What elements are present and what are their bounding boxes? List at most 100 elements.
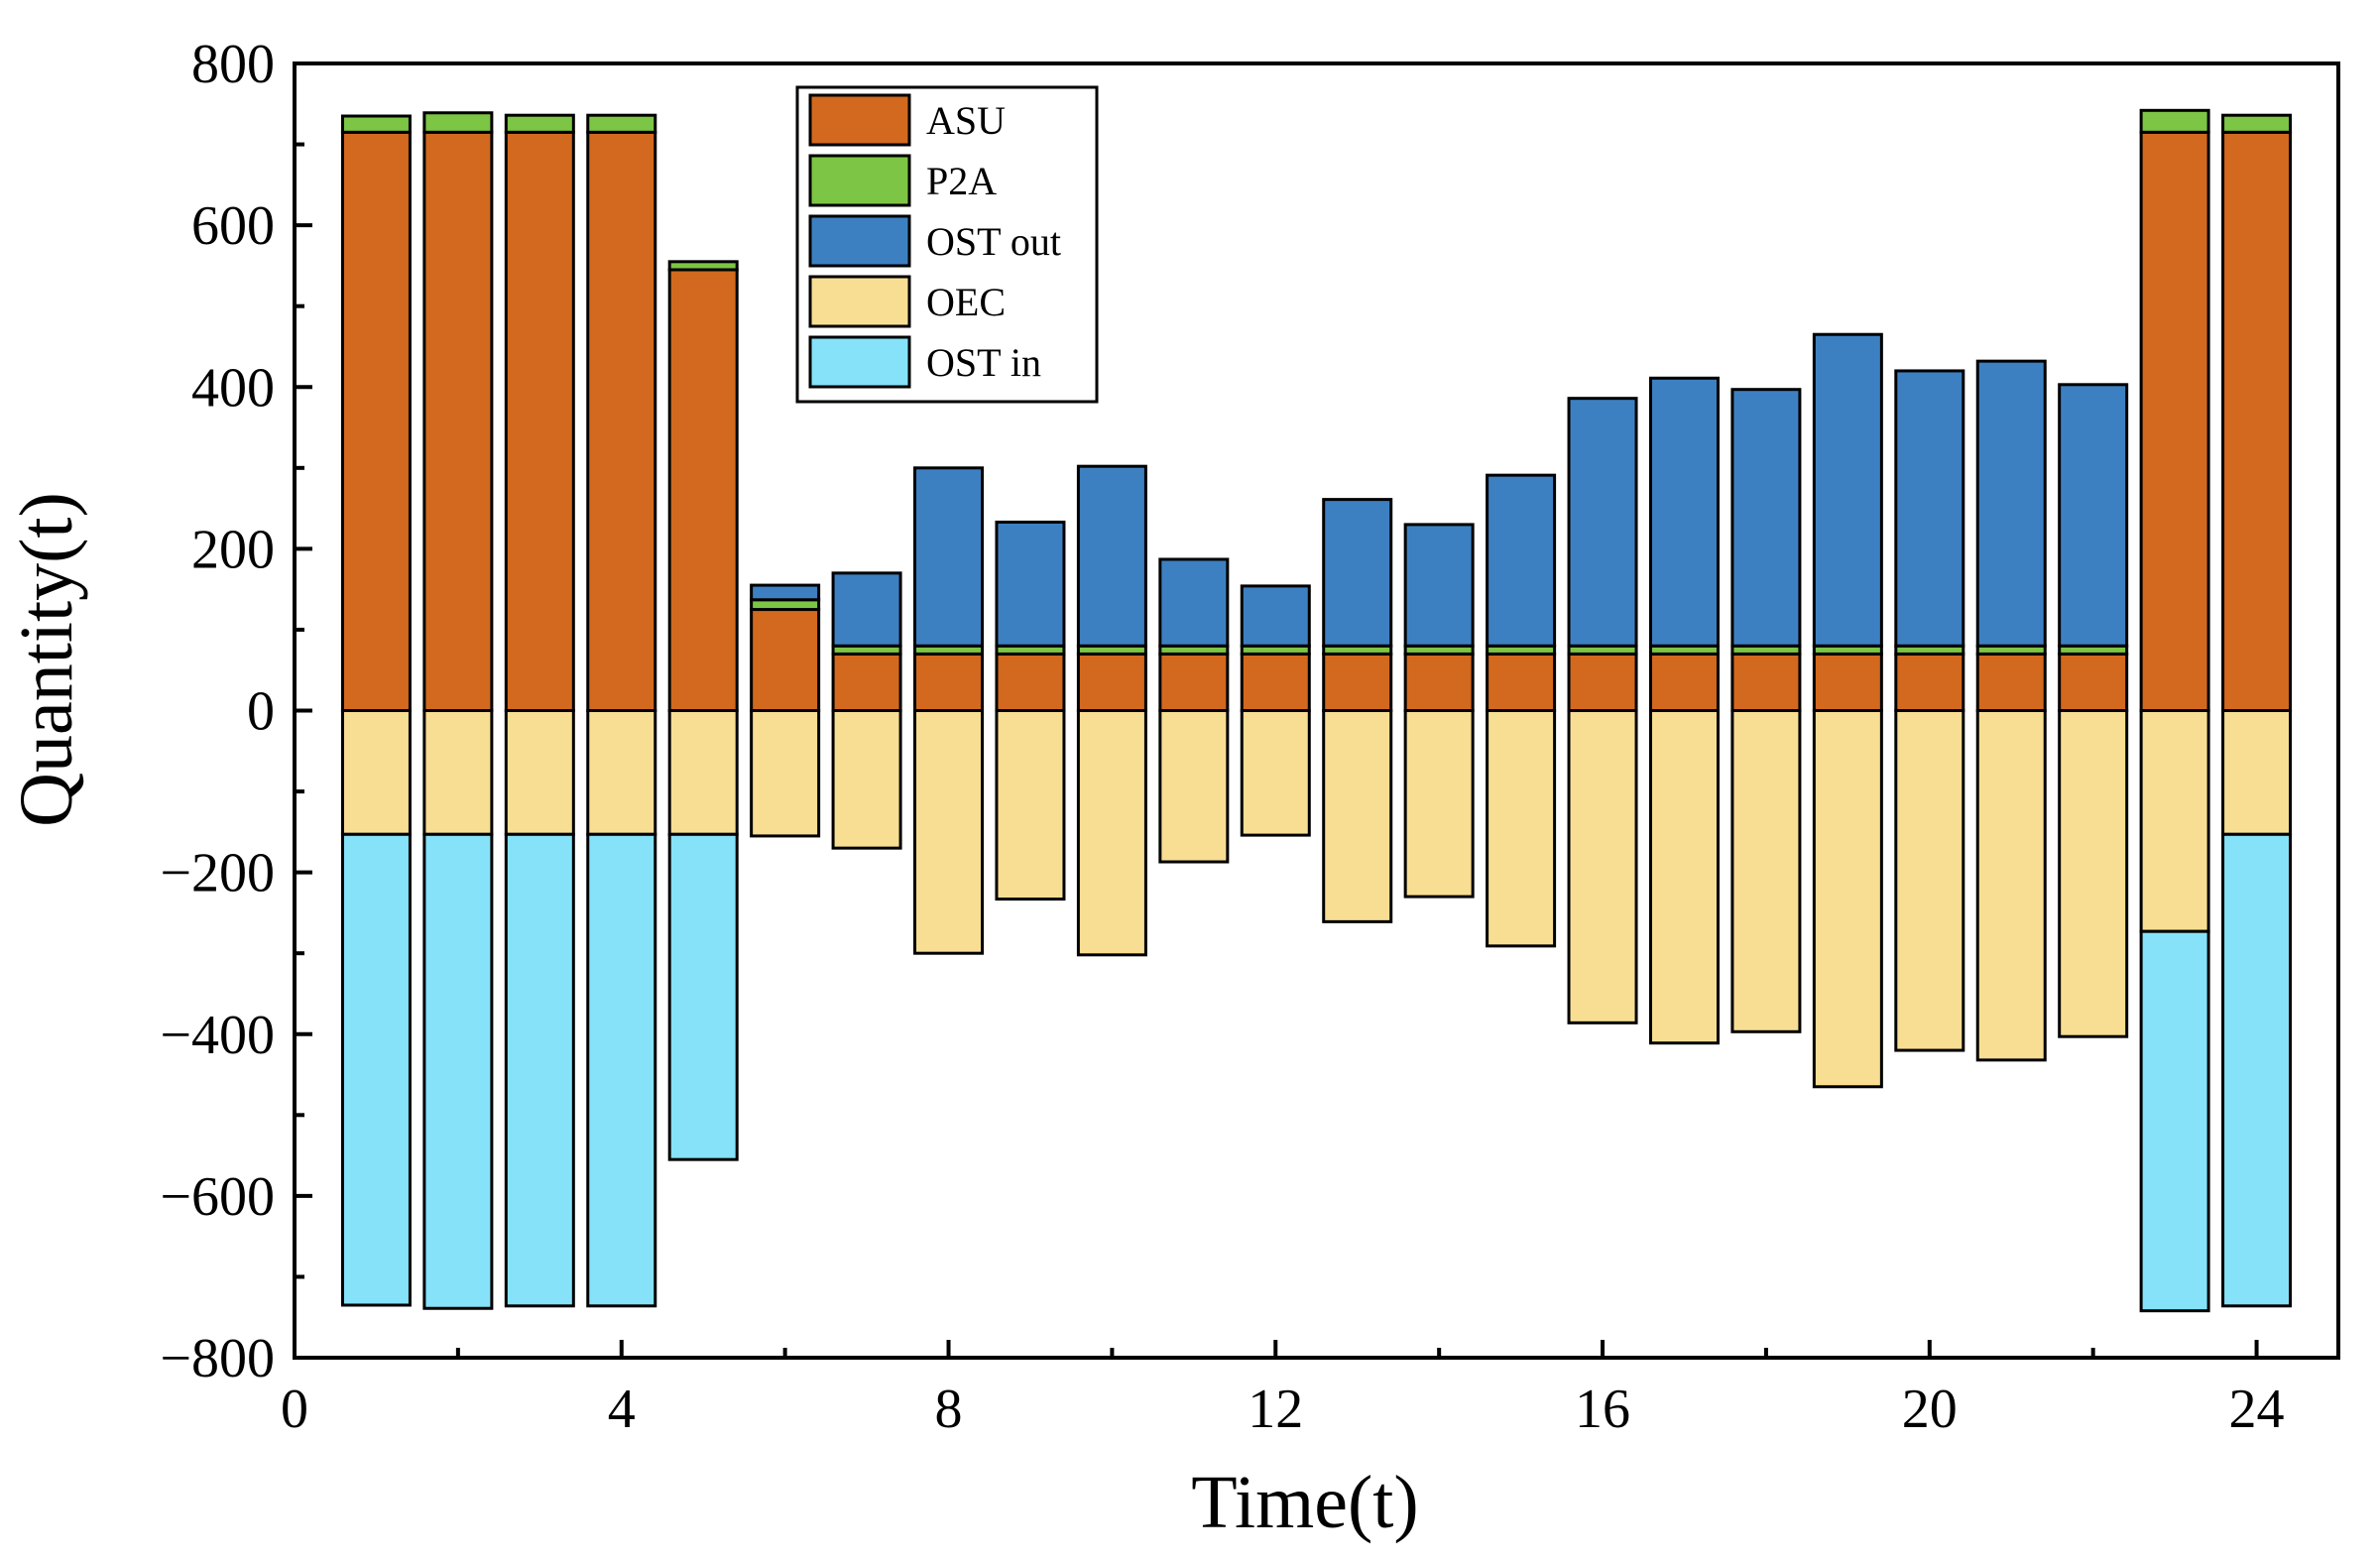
bar-oec-t17 (1648, 709, 1720, 1045)
bar-oec-t23 (2139, 709, 2210, 933)
bar-asu-t12 (1240, 652, 1311, 712)
bar-ost-out-t17 (1648, 376, 1720, 648)
bar-asu-t5 (667, 268, 739, 712)
bar-ost-out-t12 (1240, 584, 1311, 648)
legend-swatch-p2a (808, 154, 911, 207)
bar-asu-t7 (831, 652, 902, 712)
bar-ost-out-t9 (995, 520, 1066, 648)
y-tick-label: 600 (191, 195, 275, 257)
bar-ost-out-t14 (1403, 523, 1475, 648)
bar-oec-t22 (2058, 709, 2129, 1038)
legend-swatch-ost-in (808, 335, 911, 389)
x-tick-label: 8 (935, 1379, 963, 1440)
bar-ost-out-t13 (1322, 498, 1393, 648)
bar-oec-t19 (1812, 709, 1883, 1089)
bar-asu-t18 (1730, 652, 1802, 712)
bar-oec-t8 (913, 709, 985, 955)
bar-oec-t1 (340, 709, 412, 836)
bar-ost-out-t8 (913, 466, 985, 648)
bar-oec-t18 (1730, 709, 1802, 1033)
bar-p2a-t1 (340, 114, 412, 134)
x-tick-label: 0 (281, 1379, 308, 1440)
bar-asu-t10 (1076, 652, 1147, 712)
x-tick-label: 4 (608, 1379, 636, 1440)
legend-label-ost-in: OST in (926, 340, 1041, 385)
bar-ost-in-t4 (586, 832, 657, 1308)
bar-asu-t8 (913, 652, 985, 712)
x-tick-label: 12 (1248, 1379, 1303, 1440)
bar-oec-t7 (831, 709, 902, 850)
bar-asu-t24 (2221, 130, 2293, 712)
bar-asu-t14 (1403, 652, 1475, 712)
bar-oec-t4 (586, 709, 657, 836)
bars-layer (340, 108, 2293, 1313)
bar-ost-out-t19 (1812, 332, 1883, 648)
legend-label-asu: ASU (926, 98, 1006, 143)
bar-oec-t9 (995, 709, 1066, 902)
bar-ost-out-t22 (2058, 383, 2129, 648)
bar-oec-t12 (1240, 709, 1311, 837)
x-axis-title: Time(t) (1191, 1461, 1418, 1544)
x-tick-label: 20 (1902, 1379, 1958, 1440)
bar-ost-out-t16 (1567, 397, 1638, 648)
bar-ost-out-t6 (750, 583, 821, 602)
bar-asu-t23 (2139, 130, 2210, 712)
bar-asu-t13 (1322, 652, 1393, 712)
legend-label-p2a: P2A (926, 159, 997, 203)
legend-swatch-ost-out (808, 214, 911, 268)
bar-asu-t2 (422, 130, 494, 712)
x-tick-label: 16 (1575, 1379, 1630, 1440)
bar-oec-t20 (1894, 709, 1965, 1052)
legend-swatch-oec (808, 275, 911, 328)
bar-ost-in-t5 (667, 832, 739, 1161)
y-axis-title: Quantity(t) (5, 492, 88, 827)
bar-p2a-t24 (2221, 113, 2293, 134)
bar-p2a-t4 (586, 113, 657, 134)
bar-asu-t16 (1567, 652, 1638, 712)
bar-ost-in-t2 (422, 832, 494, 1310)
y-tick-label: −800 (160, 1328, 275, 1389)
bar-oec-t13 (1322, 709, 1393, 923)
bar-oec-t5 (667, 709, 739, 836)
bar-oec-t24 (2221, 709, 2293, 836)
bar-asu-t19 (1812, 652, 1883, 712)
bar-oec-t21 (1975, 709, 2047, 1062)
bar-ost-in-t23 (2139, 929, 2210, 1313)
bar-asu-t17 (1648, 652, 1720, 712)
bar-oec-t2 (422, 709, 494, 836)
bar-oec-t6 (750, 709, 821, 838)
bar-asu-t3 (504, 130, 575, 712)
bar-oec-t11 (1158, 709, 1230, 864)
bar-oec-t14 (1403, 709, 1475, 899)
y-tick-label: 200 (191, 519, 275, 580)
y-tick-label: 400 (191, 357, 275, 419)
y-tick-label: 0 (247, 681, 275, 743)
bar-ost-out-t15 (1486, 473, 1557, 648)
bar-ost-out-t21 (1975, 359, 2047, 648)
y-tick-label: −200 (160, 843, 275, 904)
bar-asu-t9 (995, 652, 1066, 712)
bar-p2a-t2 (422, 111, 494, 134)
bar-oec-t16 (1567, 709, 1638, 1024)
bar-asu-t22 (2058, 652, 2129, 712)
bar-ost-in-t24 (2221, 832, 2293, 1308)
bar-ost-out-t18 (1730, 388, 1802, 648)
bar-asu-t6 (750, 608, 821, 712)
bar-p2a-t3 (504, 113, 575, 134)
bar-oec-t3 (504, 709, 575, 836)
y-tick-label: 800 (191, 34, 275, 95)
bar-ost-out-t20 (1894, 369, 1965, 648)
legend-label-ost-out: OST out (926, 219, 1061, 264)
legend: ASU P2A OST out OEC OST in (795, 85, 1099, 404)
bar-ost-in-t1 (340, 832, 412, 1307)
bar-asu-t15 (1486, 652, 1557, 712)
bar-oec-t10 (1076, 709, 1147, 957)
bar-p2a-t23 (2139, 108, 2210, 134)
bar-p2a-t5 (667, 260, 739, 272)
bar-asu-t1 (340, 130, 412, 712)
bar-ost-out-t10 (1076, 464, 1147, 648)
y-tick-label: −600 (160, 1166, 275, 1228)
legend-swatch-asu (808, 93, 911, 147)
bar-ost-out-t11 (1158, 557, 1230, 648)
